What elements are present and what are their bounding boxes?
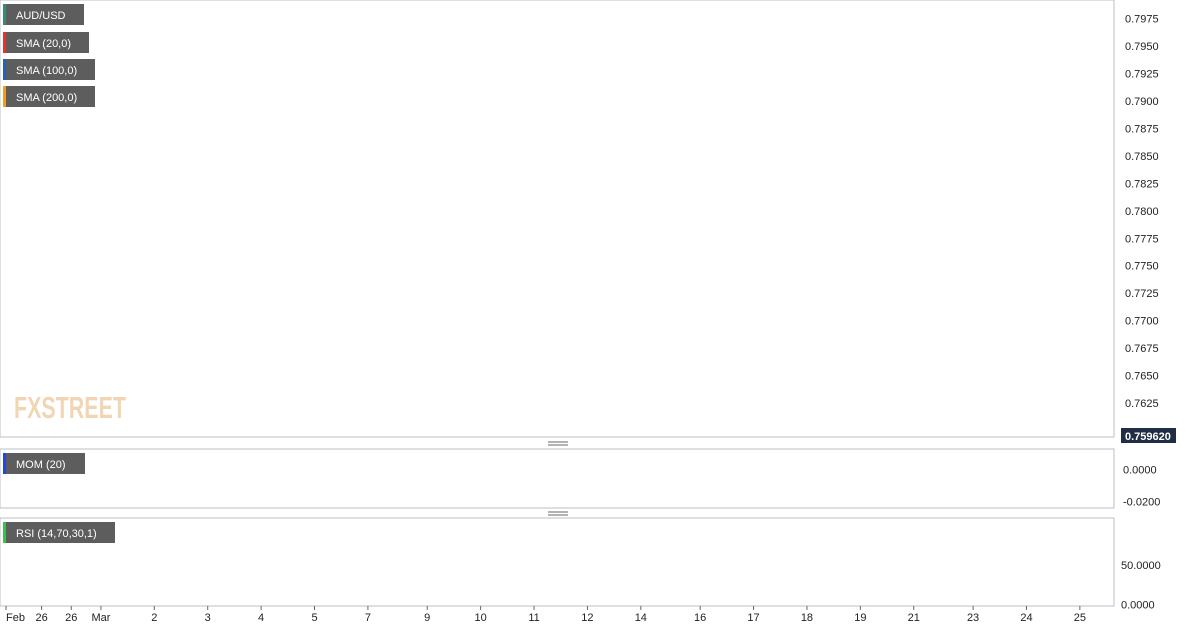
- legend-box-mom[interactable]: MOM (20): [3, 453, 85, 474]
- legend-box-sma20[interactable]: SMA (20,0): [3, 32, 89, 53]
- legend-sma20-label: SMA (20,0): [16, 38, 71, 50]
- price-tick-label: 0.7775: [1125, 233, 1159, 245]
- pane-resize-handle-2[interactable]: [548, 511, 568, 516]
- price-tick-label: 0.7700: [1125, 316, 1159, 328]
- time-tick-label: 26: [65, 612, 77, 624]
- price-tick-label: 0.7800: [1125, 206, 1159, 218]
- legend-box-rsi[interactable]: RSI (14,70,30,1): [3, 522, 115, 543]
- time-tick-label: 26: [35, 612, 47, 624]
- axes: 0.7975 0.7950 0.7925 0.7900 0.7875 0.7850 0.78…: [0, 0, 1161, 624]
- time-tick-label: 12: [581, 612, 593, 624]
- time-tick-label: 2: [151, 612, 157, 624]
- legend-box-sma200[interactable]: SMA (200,0): [3, 86, 95, 107]
- time-tick-label: 11: [528, 612, 539, 624]
- legend-rsi-label: RSI (14,70,30,1): [16, 528, 97, 540]
- pane-frame-2: [0, 448, 1115, 509]
- price-tick-label: 0.7825: [1125, 178, 1159, 190]
- time-tick-label: 7: [365, 612, 371, 624]
- legend-symbol-label: AUD/USD: [16, 10, 66, 22]
- time-tick-label: 23: [967, 612, 979, 624]
- price-tick-label: 0.7975: [1125, 14, 1159, 26]
- legend-mom-label: MOM (20): [16, 459, 66, 471]
- price-tick-label: 0.7650: [1125, 371, 1159, 383]
- price-tick-label: 0.7875: [1125, 123, 1159, 135]
- time-tick-label: 9: [424, 612, 430, 624]
- price-tick-label: 0.7725: [1125, 288, 1159, 300]
- momentum-tick-label: -0.0200: [1123, 497, 1160, 509]
- legend-box-symbol[interactable]: AUD/USD: [3, 4, 84, 25]
- legend-box-sma100[interactable]: SMA (100,0): [3, 59, 95, 80]
- price-tick-label: 0.7900: [1125, 96, 1159, 108]
- legend-sma100-label: SMA (100,0): [16, 65, 77, 77]
- price-tick-label: 0.7750: [1125, 261, 1159, 273]
- price-tick-label: 0.7675: [1125, 343, 1159, 355]
- time-tick-label: 25: [1074, 612, 1086, 624]
- pane-resize-handle-1[interactable]: [548, 441, 568, 446]
- fxstreet-watermark: FXSTREET: [14, 390, 126, 425]
- pane-frame-3: [0, 517, 1115, 607]
- rsi-tick-label: 50.0000: [1121, 560, 1161, 572]
- time-tick-label: 16: [694, 612, 706, 624]
- time-tick-label: 14: [635, 612, 647, 624]
- time-tick-label: 18: [801, 612, 813, 624]
- price-tick-label: 0.7950: [1125, 41, 1159, 53]
- price-label-text: 0.759620: [1125, 431, 1171, 443]
- momentum-tick-label: 0.0000: [1123, 465, 1157, 477]
- time-tick-label: 19: [854, 612, 866, 624]
- time-tick-label: 21: [908, 612, 920, 624]
- time-tick-label: Mar: [91, 612, 110, 624]
- price-tick-label: 0.7925: [1125, 69, 1159, 81]
- time-tick-label: 10: [475, 612, 487, 624]
- time-tick-label: 17: [747, 612, 759, 624]
- time-tick-label: 24: [1020, 612, 1032, 624]
- pane-frame-1: [0, 0, 1115, 438]
- time-tick-label: 3: [205, 612, 211, 624]
- rsi-tick-label: 0.0000: [1121, 599, 1155, 611]
- legend-sma200-label: SMA (200,0): [16, 92, 77, 104]
- price-tick-label: 0.7850: [1125, 151, 1159, 163]
- time-tick-label: 5: [311, 612, 317, 624]
- time-tick-label: 4: [258, 612, 264, 624]
- price-tick-label: 0.7625: [1125, 398, 1159, 410]
- time-tick-label: Feb: [6, 612, 25, 624]
- price-label-tag: 0.759620: [1121, 428, 1176, 443]
